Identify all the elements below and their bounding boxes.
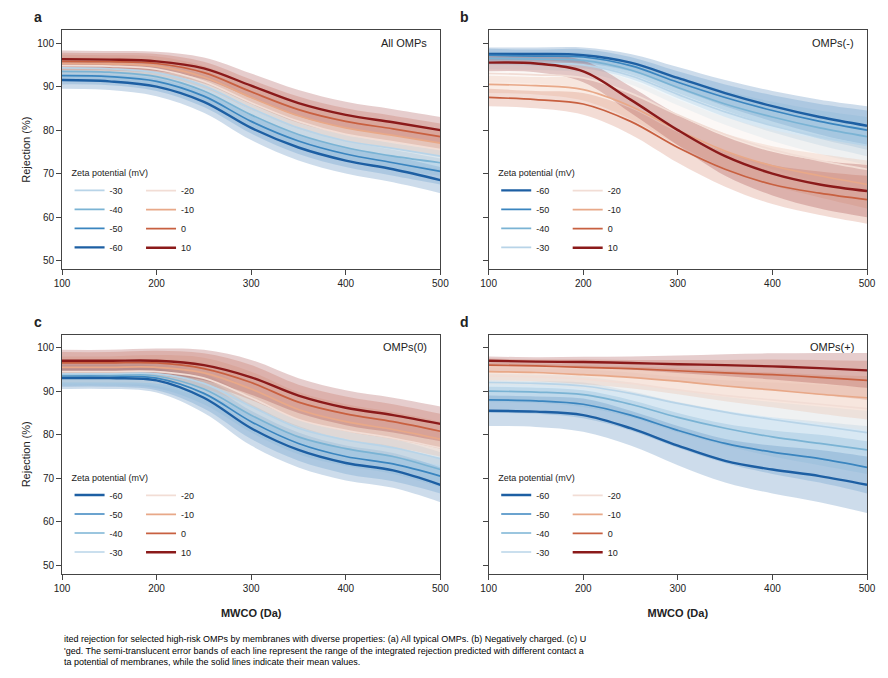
svg-text:100: 100 <box>54 278 71 289</box>
svg-text:-20: -20 <box>181 186 194 196</box>
svg-text:90: 90 <box>43 386 55 397</box>
svg-text:-40: -40 <box>110 529 123 539</box>
svg-text:d: d <box>460 314 469 330</box>
svg-text:10: 10 <box>181 243 191 253</box>
svg-text:60: 60 <box>43 516 55 527</box>
svg-text:100: 100 <box>480 583 497 594</box>
svg-text:MWCO (Da): MWCO (Da) <box>221 607 282 619</box>
svg-text:10: 10 <box>181 548 191 558</box>
svg-text:0: 0 <box>181 529 186 539</box>
svg-text:OMPs(+): OMPs(+) <box>810 341 854 353</box>
svg-text:70: 70 <box>43 168 55 179</box>
svg-text:-30: -30 <box>536 548 549 558</box>
svg-text:0: 0 <box>608 224 613 234</box>
svg-text:-40: -40 <box>536 529 549 539</box>
svg-text:c: c <box>34 314 42 330</box>
svg-text:80: 80 <box>43 429 55 440</box>
svg-text:OMPs(-): OMPs(-) <box>812 37 854 49</box>
svg-text:-50: -50 <box>110 224 123 234</box>
svg-text:500: 500 <box>432 583 449 594</box>
svg-text:200: 200 <box>575 278 592 289</box>
svg-text:-60: -60 <box>110 243 123 253</box>
svg-text:-30: -30 <box>536 243 549 253</box>
svg-text:300: 300 <box>669 583 686 594</box>
svg-text:200: 200 <box>148 278 165 289</box>
svg-text:200: 200 <box>575 583 592 594</box>
svg-text:50: 50 <box>43 255 55 266</box>
svg-text:-30: -30 <box>110 548 123 558</box>
svg-text:Rejection (%): Rejection (%) <box>20 421 32 487</box>
svg-text:200: 200 <box>148 583 165 594</box>
svg-text:500: 500 <box>859 583 876 594</box>
svg-text:Rejection (%): Rejection (%) <box>20 117 32 183</box>
svg-text:Zeta potential (mV): Zeta potential (mV) <box>498 473 575 483</box>
svg-text:400: 400 <box>764 278 781 289</box>
svg-text:-40: -40 <box>110 205 123 215</box>
svg-text:-60: -60 <box>536 491 549 501</box>
svg-text:-20: -20 <box>608 491 621 501</box>
svg-text:0: 0 <box>608 529 613 539</box>
svg-text:b: b <box>460 9 469 25</box>
svg-text:Zeta potential (mV): Zeta potential (mV) <box>72 473 149 483</box>
svg-text:ited rejection for selected hi: ited rejection for selected high-risk OM… <box>64 634 586 667</box>
svg-text:-10: -10 <box>181 510 194 520</box>
svg-text:-50: -50 <box>536 510 549 520</box>
svg-text:300: 300 <box>243 583 260 594</box>
svg-text:-40: -40 <box>536 224 549 234</box>
svg-text:80: 80 <box>43 125 55 136</box>
svg-text:OMPs(0): OMPs(0) <box>383 341 427 353</box>
svg-text:100: 100 <box>37 38 54 49</box>
svg-text:-10: -10 <box>181 205 194 215</box>
svg-text:10: 10 <box>608 548 618 558</box>
svg-text:-20: -20 <box>181 491 194 501</box>
svg-text:400: 400 <box>337 583 354 594</box>
svg-text:0: 0 <box>181 224 186 234</box>
svg-text:All OMPs: All OMPs <box>381 37 427 49</box>
svg-text:400: 400 <box>337 278 354 289</box>
svg-text:300: 300 <box>243 278 260 289</box>
svg-text:500: 500 <box>859 278 876 289</box>
svg-text:-10: -10 <box>608 510 621 520</box>
svg-text:Zeta potential (mV): Zeta potential (mV) <box>498 168 575 178</box>
svg-text:300: 300 <box>669 278 686 289</box>
svg-text:-10: -10 <box>608 205 621 215</box>
svg-text:500: 500 <box>432 278 449 289</box>
svg-text:100: 100 <box>480 278 497 289</box>
svg-text:100: 100 <box>37 342 54 353</box>
svg-text:100: 100 <box>54 583 71 594</box>
svg-text:90: 90 <box>43 81 55 92</box>
svg-text:-30: -30 <box>110 186 123 196</box>
svg-text:10: 10 <box>608 243 618 253</box>
svg-text:-50: -50 <box>110 510 123 520</box>
svg-text:400: 400 <box>764 583 781 594</box>
svg-text:a: a <box>34 9 42 25</box>
svg-text:-50: -50 <box>536 205 549 215</box>
svg-text:60: 60 <box>43 212 55 223</box>
svg-text:-60: -60 <box>536 186 549 196</box>
svg-text:-20: -20 <box>608 186 621 196</box>
svg-text:70: 70 <box>43 473 55 484</box>
svg-text:MWCO (Da): MWCO (Da) <box>648 607 709 619</box>
svg-text:-60: -60 <box>110 491 123 501</box>
svg-text:Zeta potential (mV): Zeta potential (mV) <box>72 168 149 178</box>
svg-text:50: 50 <box>43 560 55 571</box>
